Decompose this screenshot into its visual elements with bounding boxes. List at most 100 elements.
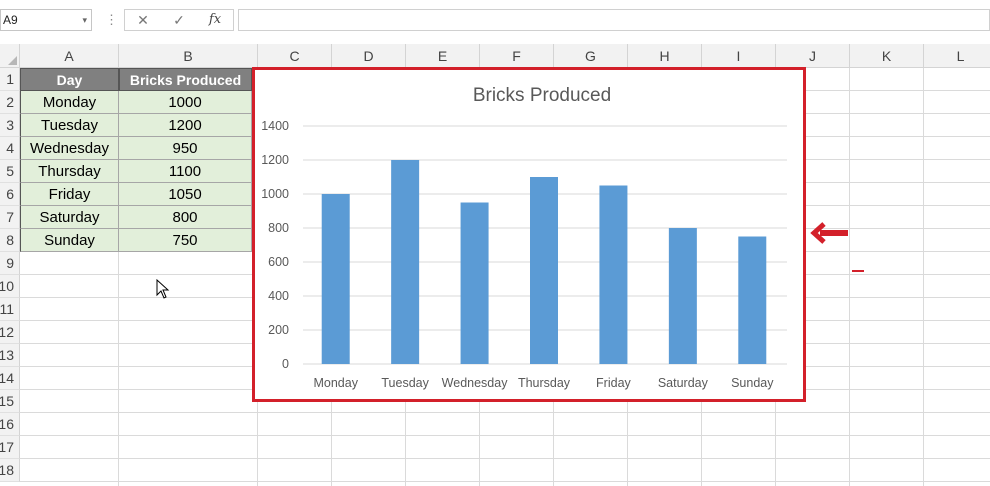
column-header-b[interactable]: B [119,44,258,68]
column-header-k[interactable]: K [850,44,924,68]
chart-bar [530,177,558,364]
gridline-horizontal [20,435,990,436]
gridline-vertical [923,68,924,486]
gridline-horizontal [20,412,990,413]
row-header-3[interactable]: 3 [0,114,20,137]
row-header-14[interactable]: 14 [0,367,20,390]
y-tick-label: 400 [268,289,289,303]
x-tick-label: Sunday [731,376,774,390]
chart-bar [321,194,350,364]
x-tick-label: Friday [596,376,631,390]
table-header-day[interactable]: Day [20,68,119,91]
more-options-icon[interactable]: ⋮ [105,12,118,27]
row-header-13[interactable]: 13 [0,344,20,367]
row-number: 15 [0,393,14,409]
y-tick-label: 1400 [261,119,289,133]
table-cell-bricks[interactable]: 1200 [119,114,252,137]
gridline-horizontal [20,458,990,459]
y-tick-label: 600 [268,255,289,269]
column-header-g[interactable]: G [554,44,628,68]
row-header-7[interactable]: 7 [0,206,20,229]
chart-bar [460,202,489,364]
column-header-i[interactable]: I [702,44,776,68]
chart-bar [668,228,697,364]
chart-title: Bricks Produced [473,85,611,106]
x-tick-label: Thursday [518,376,571,390]
chart-bar [738,236,767,364]
chart-canvas: Bricks Produced 0 200 400 600 800 1000 1200 1400… [261,85,787,390]
cancel-icon[interactable]: ✕ [137,12,149,28]
row-header-6[interactable]: 6 [0,183,20,206]
left-arrow-icon [810,222,848,244]
x-tick-label: Monday [313,376,358,390]
row-number: 3 [6,117,14,133]
table-cell-day[interactable]: Wednesday [20,137,119,160]
formula-buttons: ✕ ✓ fx [124,9,234,31]
row-number: 12 [0,324,14,340]
y-tick-label: 200 [268,323,289,337]
column-header-h[interactable]: H [628,44,702,68]
select-all-button[interactable] [0,44,20,68]
x-tick-label: Wednesday [442,376,509,390]
row-header-2[interactable]: 2 [0,91,20,114]
row-number: 17 [0,439,14,455]
table-cell-bricks[interactable]: 1000 [119,91,252,114]
formula-bar: A9 ▾ ⋮ ✕ ✓ fx [0,0,990,44]
row-header-8[interactable]: 8 [0,229,20,252]
formula-input[interactable] [238,9,990,31]
column-header-e[interactable]: E [406,44,480,68]
row-header-10[interactable]: 10 [0,275,20,298]
row-number: 10 [0,278,14,294]
row-number: 2 [6,94,14,110]
row-number: 4 [6,140,14,156]
table-cell-day[interactable]: Friday [20,183,119,206]
row-header-11[interactable]: 11 [0,298,20,321]
row-header-15[interactable]: 15 [0,390,20,413]
table-cell-bricks[interactable]: 750 [119,229,252,252]
table-cell-day[interactable]: Tuesday [20,114,119,137]
row-header-4[interactable]: 4 [0,137,20,160]
select-all-icon [8,56,17,65]
row-number: 13 [0,347,14,363]
chart-bar [599,185,628,364]
row-number: 8 [6,232,14,248]
row-header-18[interactable]: 18 [0,459,20,482]
table-cell-day[interactable]: Monday [20,91,119,114]
table-cell-bricks[interactable]: 1100 [119,160,252,183]
row-header-1[interactable]: 1 [0,68,20,91]
column-header-l[interactable]: L [924,44,990,68]
row-header-5[interactable]: 5 [0,160,20,183]
row-number: 7 [6,209,14,225]
row-header-17[interactable]: 17 [0,436,20,459]
chevron-down-icon[interactable]: ▾ [82,15,87,25]
x-tick-label: Saturday [658,376,709,390]
table-header-bricks[interactable]: Bricks Produced [119,68,252,91]
row-number: 6 [6,186,14,202]
name-box[interactable]: A9 ▾ [0,9,92,31]
table-cell-bricks[interactable]: 800 [119,206,252,229]
bar-chart[interactable]: Bricks Produced 0 200 400 600 800 1000 1200 1400… [252,67,806,402]
column-header-c[interactable]: C [258,44,332,68]
column-header-j[interactable]: J [776,44,850,68]
row-header-9[interactable]: 9 [0,252,20,275]
name-box-value: A9 [3,13,18,27]
table-cell-bricks[interactable]: 1050 [119,183,252,206]
column-header-f[interactable]: F [480,44,554,68]
table-cell-bricks[interactable]: 950 [119,137,252,160]
table-cell-day[interactable]: Sunday [20,229,119,252]
row-number: 9 [6,255,14,271]
check-icon[interactable]: ✓ [173,12,185,28]
row-number: 18 [0,462,14,478]
insert-function-icon[interactable]: fx [208,12,222,27]
column-header-d[interactable]: D [332,44,406,68]
table-cell-day[interactable]: Thursday [20,160,119,183]
row-number: 1 [6,71,14,87]
red-mark [852,270,864,272]
y-tick-label: 1200 [261,153,289,167]
column-header-a[interactable]: A [20,44,119,68]
chart-bar [391,160,420,364]
table-cell-day[interactable]: Saturday [20,206,119,229]
row-header-16[interactable]: 16 [0,413,20,436]
gridline-vertical [118,68,119,486]
row-header-12[interactable]: 12 [0,321,20,344]
